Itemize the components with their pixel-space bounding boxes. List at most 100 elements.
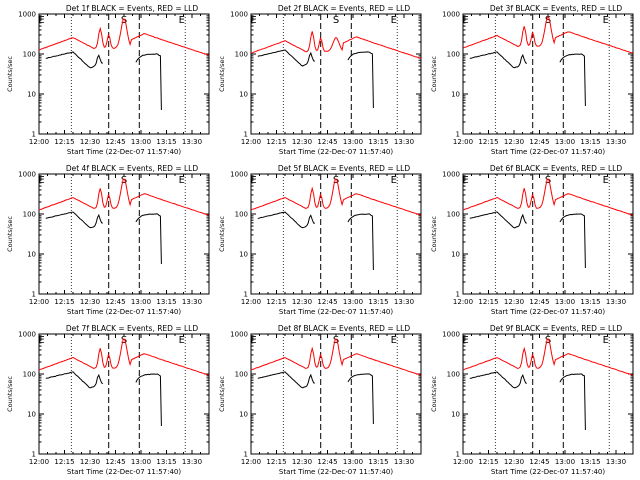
x-tick-label: 12:00 (29, 458, 49, 466)
series-line-lld (39, 18, 209, 56)
series-line-lld (39, 338, 209, 376)
series-line-events (469, 371, 528, 389)
y-axis-label: Counts/sec (218, 56, 226, 92)
y-axis-label: Counts/sec (218, 376, 226, 412)
y-axis-label: Counts/sec (430, 376, 438, 412)
series-line-events (469, 51, 528, 69)
x-tick-label: 13:15 (156, 458, 176, 466)
y-tick-label: 10 (451, 411, 460, 419)
x-tick-label: 12:00 (241, 298, 261, 306)
panel-title: Det 5f BLACK = Events, RED = LLD (278, 164, 411, 173)
y-axis-label: Counts/sec (6, 216, 14, 252)
x-tick-label: 12:30 (504, 298, 524, 306)
event-annotation: E (391, 335, 397, 346)
y-axis-label: Counts/sec (6, 56, 14, 92)
panel-title: Det 8f BLACK = Events, RED = LLD (278, 324, 411, 333)
x-tick-label: 13:30 (182, 138, 202, 146)
y-tick-label: 1000 (230, 171, 248, 179)
x-tick-label: 13:15 (580, 138, 600, 146)
event-annotation: S (121, 15, 127, 26)
x-axis-label: Start Time (22-Dec-07 11:57:40) (279, 308, 393, 316)
x-tick-label: 13:15 (580, 298, 600, 306)
event-annotation: E (250, 175, 256, 186)
x-tick-label: 13:30 (606, 298, 626, 306)
x-axis-label: Start Time (22-Dec-07 11:57:40) (67, 468, 181, 476)
x-tick-label: 12:45 (529, 458, 549, 466)
x-tick-label: 12:30 (292, 298, 312, 306)
event-annotation: E (38, 175, 44, 186)
event-annotation: E (250, 335, 256, 346)
y-tick-label: 10 (239, 411, 248, 419)
plot-frame (250, 13, 422, 135)
x-tick-label: 12:30 (504, 458, 524, 466)
x-axis-label: Start Time (22-Dec-07 11:57:40) (491, 148, 605, 156)
event-annotation: E (38, 15, 44, 26)
x-tick-label: 13:30 (394, 298, 414, 306)
x-tick-label: 12:45 (317, 298, 337, 306)
x-tick-label: 13:00 (555, 138, 575, 146)
plot-frame (250, 173, 422, 295)
x-tick-label: 12:00 (29, 298, 49, 306)
y-tick-label: 1000 (230, 11, 248, 19)
y-tick-label: 1 (244, 291, 248, 299)
y-tick-label: 100 (235, 211, 248, 219)
series-line-events (257, 371, 316, 389)
x-tick-label: 13:00 (555, 458, 575, 466)
x-tick-label: 12:45 (105, 458, 125, 466)
plot-frame (250, 333, 422, 455)
y-tick-label: 10 (27, 411, 36, 419)
x-tick-label: 13:30 (182, 298, 202, 306)
x-axis-label: Start Time (22-Dec-07 11:57:40) (279, 468, 393, 476)
plot-frame (38, 333, 210, 455)
series-line-events (559, 53, 586, 107)
y-tick-label: 10 (27, 91, 36, 99)
y-tick-label: 100 (23, 51, 36, 59)
x-tick-label: 13:30 (394, 138, 414, 146)
series-line-lld (251, 338, 421, 376)
y-tick-label: 1 (456, 291, 460, 299)
panel-title: Det 6f BLACK = Events, RED = LLD (490, 164, 623, 173)
x-tick-label: 12:00 (453, 458, 473, 466)
panel-title: Det 2f BLACK = Events, RED = LLD (278, 4, 411, 13)
y-tick-label: 100 (23, 211, 36, 219)
x-tick-label: 13:15 (368, 298, 388, 306)
series-line-events (45, 211, 104, 229)
x-axis-label: Start Time (22-Dec-07 11:57:40) (67, 308, 181, 316)
x-tick-label: 12:30 (292, 458, 312, 466)
series-line-events (257, 211, 315, 229)
panel-title: Det 3f BLACK = Events, RED = LLD (490, 4, 623, 13)
event-annotation: E (603, 335, 609, 346)
series-line-events (347, 373, 374, 425)
y-tick-label: 10 (451, 91, 460, 99)
x-tick-label: 12:00 (241, 458, 261, 466)
y-tick-label: 10 (239, 251, 248, 259)
event-annotation: S (333, 175, 339, 186)
x-tick-label: 13:00 (131, 298, 151, 306)
plot-frame (462, 173, 634, 295)
detector-panel: Det 7f BLACK = Events, RED = LLD Counts/s… (6, 324, 210, 476)
x-tick-label: 12:00 (241, 138, 261, 146)
event-annotation: E (603, 175, 609, 186)
event-annotation: S (545, 175, 551, 186)
series-line-lld (251, 178, 421, 216)
x-tick-label: 12:15 (266, 138, 286, 146)
y-tick-label: 1000 (18, 11, 36, 19)
x-tick-label: 12:15 (478, 138, 498, 146)
y-tick-label: 1000 (18, 171, 36, 179)
event-annotation: E (38, 335, 44, 346)
series-line-events (45, 51, 103, 69)
detector-panel: Det 6f BLACK = Events, RED = LLD Counts/s… (430, 164, 634, 316)
x-tick-label: 12:00 (453, 298, 473, 306)
x-tick-label: 12:45 (317, 458, 337, 466)
detector-panel: Det 9f BLACK = Events, RED = LLD Counts/s… (430, 324, 634, 476)
detector-panel: Det 2f BLACK = Events, RED = LLD Counts/s… (218, 4, 422, 156)
x-tick-label: 13:30 (394, 458, 414, 466)
y-axis-label: Counts/sec (430, 216, 438, 252)
x-tick-label: 13:15 (156, 298, 176, 306)
event-annotation: E (179, 15, 185, 26)
x-tick-label: 12:30 (292, 138, 312, 146)
series-line-events (257, 49, 316, 67)
x-tick-label: 12:00 (29, 138, 49, 146)
x-tick-label: 12:30 (80, 458, 100, 466)
event-annotation: E (179, 175, 185, 186)
